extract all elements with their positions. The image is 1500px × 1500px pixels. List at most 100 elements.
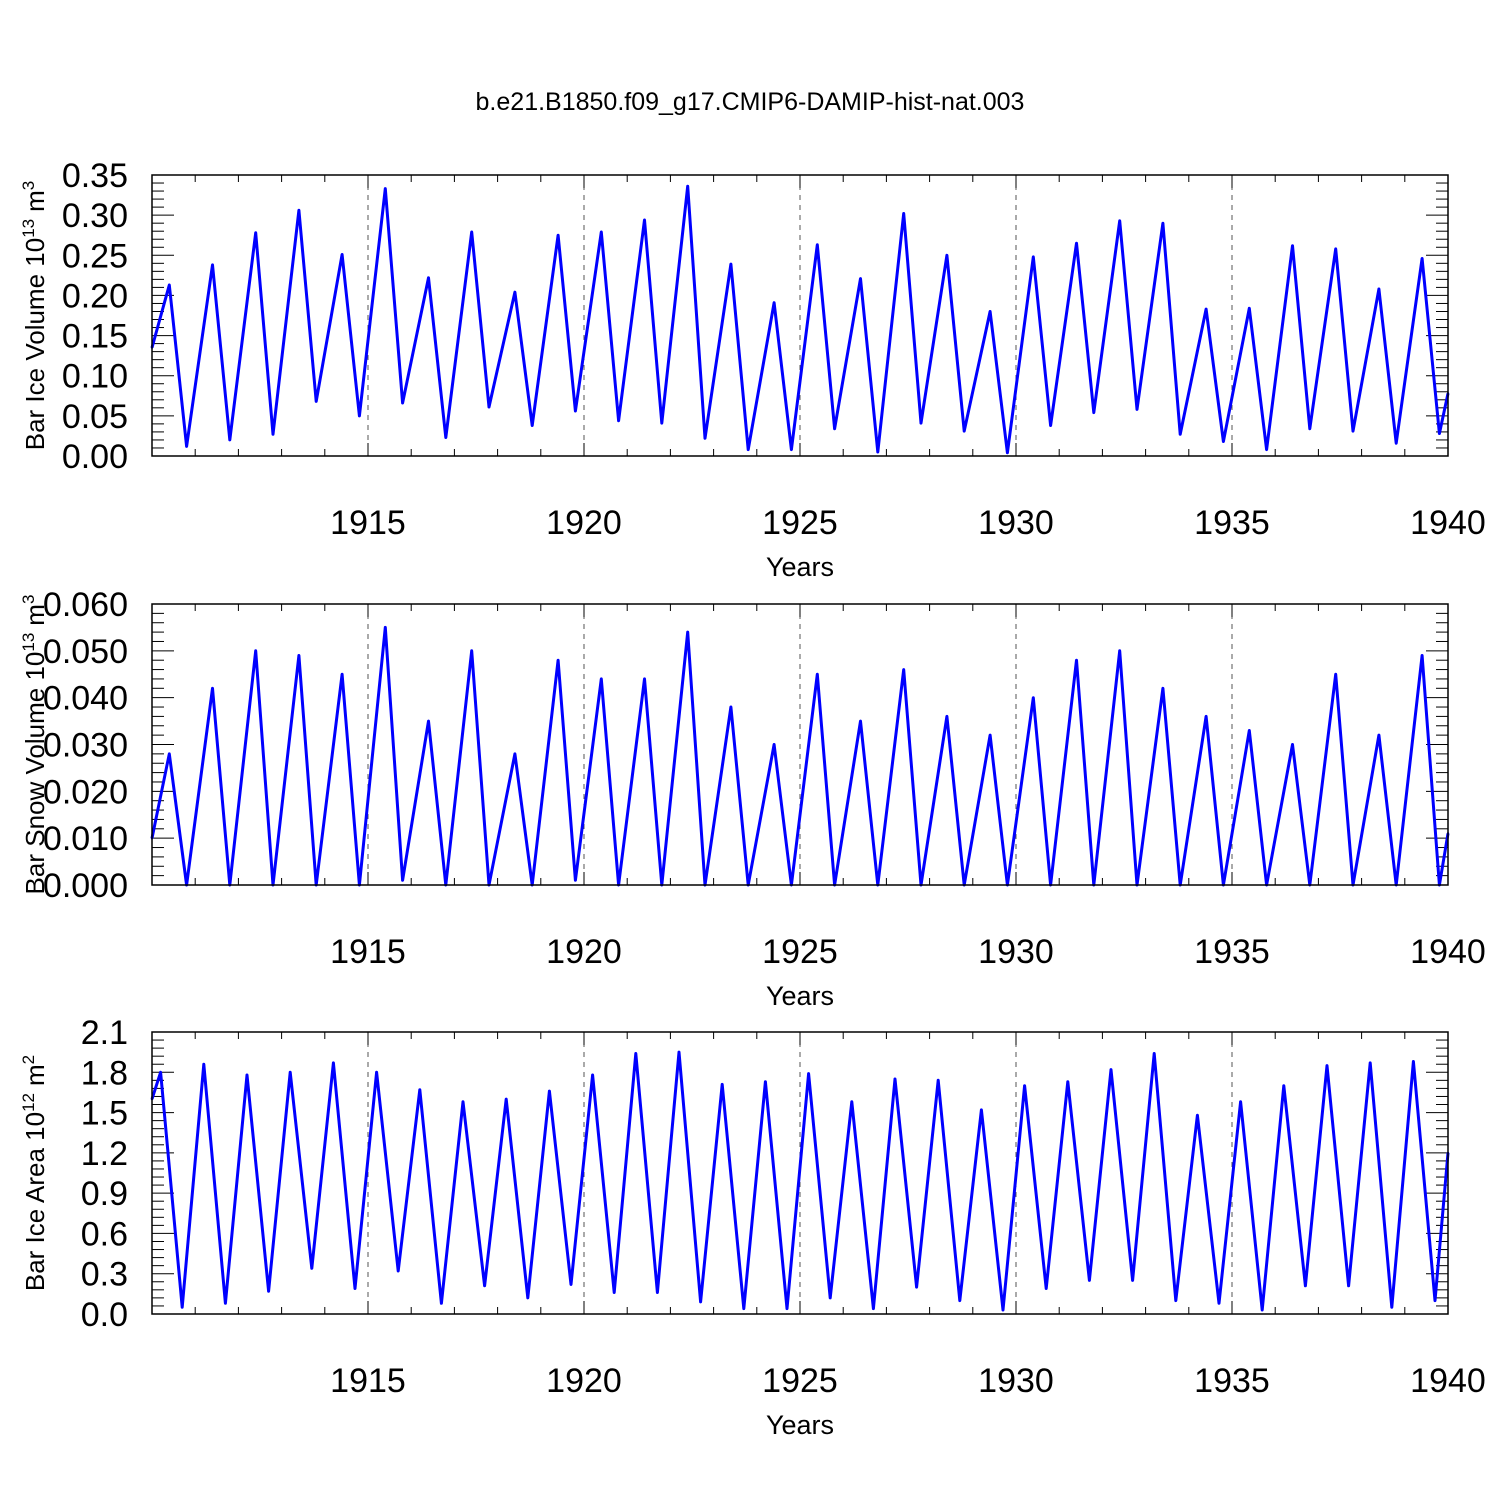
x-tick-label: 1940 — [1410, 1362, 1486, 1400]
data-point — [613, 1291, 616, 1294]
data-point — [1265, 448, 1268, 451]
data-point — [1261, 1308, 1264, 1312]
data-point — [1161, 687, 1165, 690]
data-point — [297, 654, 301, 657]
data-point — [1325, 1064, 1329, 1067]
data-point — [703, 437, 707, 440]
data-point — [1248, 307, 1251, 310]
data-point — [893, 1077, 897, 1081]
y-axis-label-superscript: 13 — [19, 219, 38, 238]
data-point — [872, 1307, 875, 1310]
data-point — [963, 429, 966, 433]
x-tick-label: 1930 — [978, 504, 1054, 542]
data-point — [1045, 1287, 1048, 1290]
data-point — [600, 230, 603, 234]
data-point — [513, 291, 517, 294]
data-point — [340, 253, 344, 256]
data-point — [1282, 1084, 1286, 1087]
x-tick-label: 1915 — [330, 933, 406, 971]
x-tick-label: 1925 — [762, 933, 838, 971]
x-axis-label: Years — [766, 1410, 834, 1440]
y-tick-label: 2.1 — [81, 1014, 128, 1052]
y-tick-label: 0.00 — [62, 438, 128, 476]
y-axis-label-part: Bar Snow Volume 10 — [20, 652, 50, 895]
y-tick-label: 0.0 — [81, 1296, 128, 1334]
data-point — [470, 230, 473, 234]
y-tick-label: 0.05 — [62, 398, 128, 436]
data-point — [470, 649, 473, 652]
data-point — [1179, 433, 1182, 436]
data-point — [1001, 1308, 1005, 1312]
data-point — [556, 659, 560, 662]
data-point — [1377, 733, 1381, 737]
data-point — [876, 450, 879, 454]
x-tick-label: 1925 — [762, 1362, 838, 1400]
data-point — [340, 673, 344, 676]
y-tick-label: 0.020 — [43, 773, 128, 811]
figure-title: b.e21.B1850.f09_g17.CMIP6-DAMIP-hist-nat… — [476, 88, 1025, 116]
data-point — [401, 401, 404, 405]
data-point — [1291, 743, 1294, 746]
data-point — [211, 263, 214, 267]
data-point — [747, 448, 750, 451]
y-tick-label: 0.15 — [62, 318, 128, 356]
y-tick-label: 0.6 — [81, 1215, 128, 1253]
y-tick-label: 0.35 — [62, 157, 128, 195]
data-point — [790, 448, 793, 451]
data-point — [677, 1050, 681, 1054]
y-tick-label: 0.30 — [62, 197, 128, 235]
data-point — [686, 630, 689, 634]
y-axis-label-superscript: 12 — [19, 1093, 38, 1112]
y-axis-label-superscript: 2 — [19, 1055, 38, 1064]
y-tick-label: 0.000 — [43, 867, 128, 905]
data-point — [1088, 1279, 1091, 1282]
data-point — [600, 677, 603, 681]
data-point — [531, 424, 534, 427]
x-tick-label: 1935 — [1194, 933, 1270, 971]
series-line — [150, 1050, 1450, 1312]
data-point — [859, 719, 862, 723]
series-line — [150, 625, 1450, 887]
y-tick-label: 0.060 — [43, 586, 128, 624]
data-point — [574, 879, 577, 882]
data-point — [185, 445, 188, 448]
data-point — [513, 752, 517, 756]
y-axis-label-superscript: 3 — [19, 181, 38, 190]
data-point — [1304, 1284, 1307, 1288]
x-tick-label: 1940 — [1410, 504, 1486, 542]
data-point — [332, 1061, 335, 1065]
x-tick-label: 1920 — [546, 504, 622, 542]
data-point — [1161, 222, 1165, 225]
data-point — [505, 1097, 508, 1101]
data-point — [660, 421, 663, 425]
data-point — [742, 1307, 745, 1310]
data-point — [772, 301, 776, 304]
y-tick-label: 0.050 — [43, 633, 128, 671]
data-point — [1023, 1084, 1026, 1087]
data-point — [1369, 1061, 1372, 1065]
data-point — [1217, 1302, 1221, 1305]
data-point — [1075, 242, 1078, 245]
data-point — [729, 705, 733, 709]
data-point — [1174, 1299, 1178, 1302]
data-point — [526, 1296, 529, 1300]
data-point — [548, 1089, 551, 1093]
data-point — [919, 421, 923, 425]
x-tick-label: 1930 — [978, 1362, 1054, 1400]
data-point — [816, 673, 819, 676]
data-point — [643, 218, 646, 222]
data-point — [850, 1100, 853, 1104]
y-tick-label: 1.8 — [81, 1054, 128, 1092]
data-point — [902, 212, 905, 215]
panel-1: 1915 1920 1925 1930 1935 1940 0.000.050.100.15… — [19, 157, 1486, 582]
data-point — [1006, 451, 1009, 454]
data-point — [1032, 255, 1035, 259]
y-axis-label-part: m — [20, 190, 50, 212]
data-point — [202, 1063, 205, 1066]
data-point — [617, 419, 620, 422]
data-point — [397, 1269, 400, 1273]
data-point — [785, 1307, 789, 1310]
data-point — [1412, 1060, 1415, 1063]
data-point — [440, 1302, 443, 1305]
data-point — [168, 752, 171, 756]
